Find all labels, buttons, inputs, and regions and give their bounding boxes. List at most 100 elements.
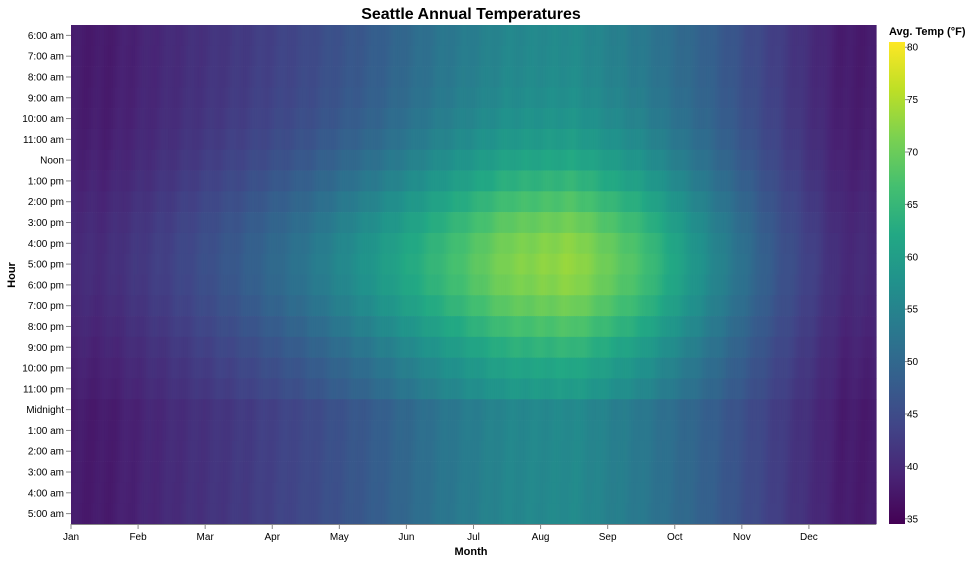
heatmap-cell [842,108,846,130]
heatmap-cell [104,170,107,192]
heatmap-cell [690,45,694,67]
heatmap-cell [333,45,337,67]
heatmap-cell [664,170,668,192]
heatmap-cell [187,149,191,171]
heatmap-cell [251,45,255,67]
heatmap-cell [831,149,835,171]
heatmap-cell [794,45,798,67]
heatmap-cell [379,253,383,275]
heatmap-cell [456,191,460,213]
heatmap-cell [121,128,125,151]
heatmap-cell [196,66,200,88]
heatmap-cell [364,295,368,317]
heatmap-cell [809,66,813,88]
heatmap-cell [295,232,299,255]
heatmap-cell [487,128,491,151]
heatmap-cell [503,87,507,109]
heatmap-cell [240,66,244,88]
heatmap-cell [404,128,407,151]
heatmap-cell [690,170,694,192]
heatmap-cell [651,128,654,151]
heatmap-cell [187,212,191,234]
heatmap-cell [245,212,249,234]
heatmap-cell [604,128,608,151]
heatmap-cell [505,253,509,275]
heatmap-cell [620,212,623,234]
heatmap-cell [209,170,213,192]
heatmap-cell [470,274,473,296]
heatmap-cell [71,295,74,317]
heatmap-cell [476,191,480,213]
heatmap-cell [763,108,767,130]
heatmap-cell [223,212,226,234]
heatmap-cell [265,170,268,192]
heatmap-cell [443,253,447,275]
heatmap-cell [408,212,412,234]
heatmap-cell [584,191,588,213]
heatmap-cell [593,45,597,67]
heatmap-cell [223,295,226,317]
heatmap-cell [748,212,751,234]
heatmap-cell [340,66,343,88]
heatmap-cell [192,191,196,213]
heatmap-cell [688,232,692,255]
heatmap-cell [393,232,396,255]
heatmap-cell [794,253,798,275]
heatmap-cell [227,191,231,213]
heatmap-cell [190,87,193,109]
heatmap-cell [827,232,831,255]
heatmap-cell [529,170,533,192]
heatmap-cell [373,253,376,275]
heatmap-cell [110,128,114,151]
heatmap-cell [789,128,793,151]
heatmap-cell [232,108,235,130]
heatmap-cell [717,25,721,47]
heatmap-cell [637,170,641,192]
heatmap-cell [706,45,709,67]
heatmap-cell [256,212,260,234]
heatmap-cell [635,253,639,275]
heatmap-cell [648,25,652,47]
heatmap-cell [756,108,760,130]
heatmap-cell [622,170,626,192]
heatmap-cell [165,191,169,213]
heatmap-cell [803,191,807,213]
heatmap-cell [342,128,346,151]
heatmap-cell [384,45,387,67]
heatmap-cell [591,274,595,296]
heatmap-cell [655,45,659,67]
heatmap-cell [681,170,685,192]
heatmap-cell [75,128,79,151]
heatmap-cell [104,87,107,109]
heatmap-cell [368,45,372,67]
heatmap-cell [686,25,690,47]
heatmap-cell [423,232,427,255]
heatmap-cell [765,45,769,67]
heatmap-cell [236,25,240,47]
heatmap-cell [298,191,301,213]
heatmap-cell [565,108,568,130]
heatmap-cell [637,232,641,255]
heatmap-cell [388,149,392,171]
heatmap-cell [408,25,412,47]
heatmap-cell [823,170,826,192]
heatmap-cell [404,274,407,296]
heatmap-cell [337,45,341,67]
heatmap-cell [816,191,820,213]
heatmap-cell [818,149,822,171]
heatmap-cell [344,66,348,88]
heatmap-cell [474,232,478,255]
heatmap-cell [205,45,209,67]
heatmap-cell [531,253,535,275]
heatmap-cell [571,212,575,234]
heatmap-cell [168,253,171,275]
heatmap-cell [223,25,226,47]
heatmap-cell [326,45,330,67]
heatmap-cell [531,149,535,171]
heatmap-cell [873,108,877,130]
heatmap-cell [728,149,732,171]
heatmap-cell [243,170,246,192]
heatmap-cell [842,66,846,88]
heatmap-cell [721,25,725,47]
heatmap-cell [525,149,529,171]
